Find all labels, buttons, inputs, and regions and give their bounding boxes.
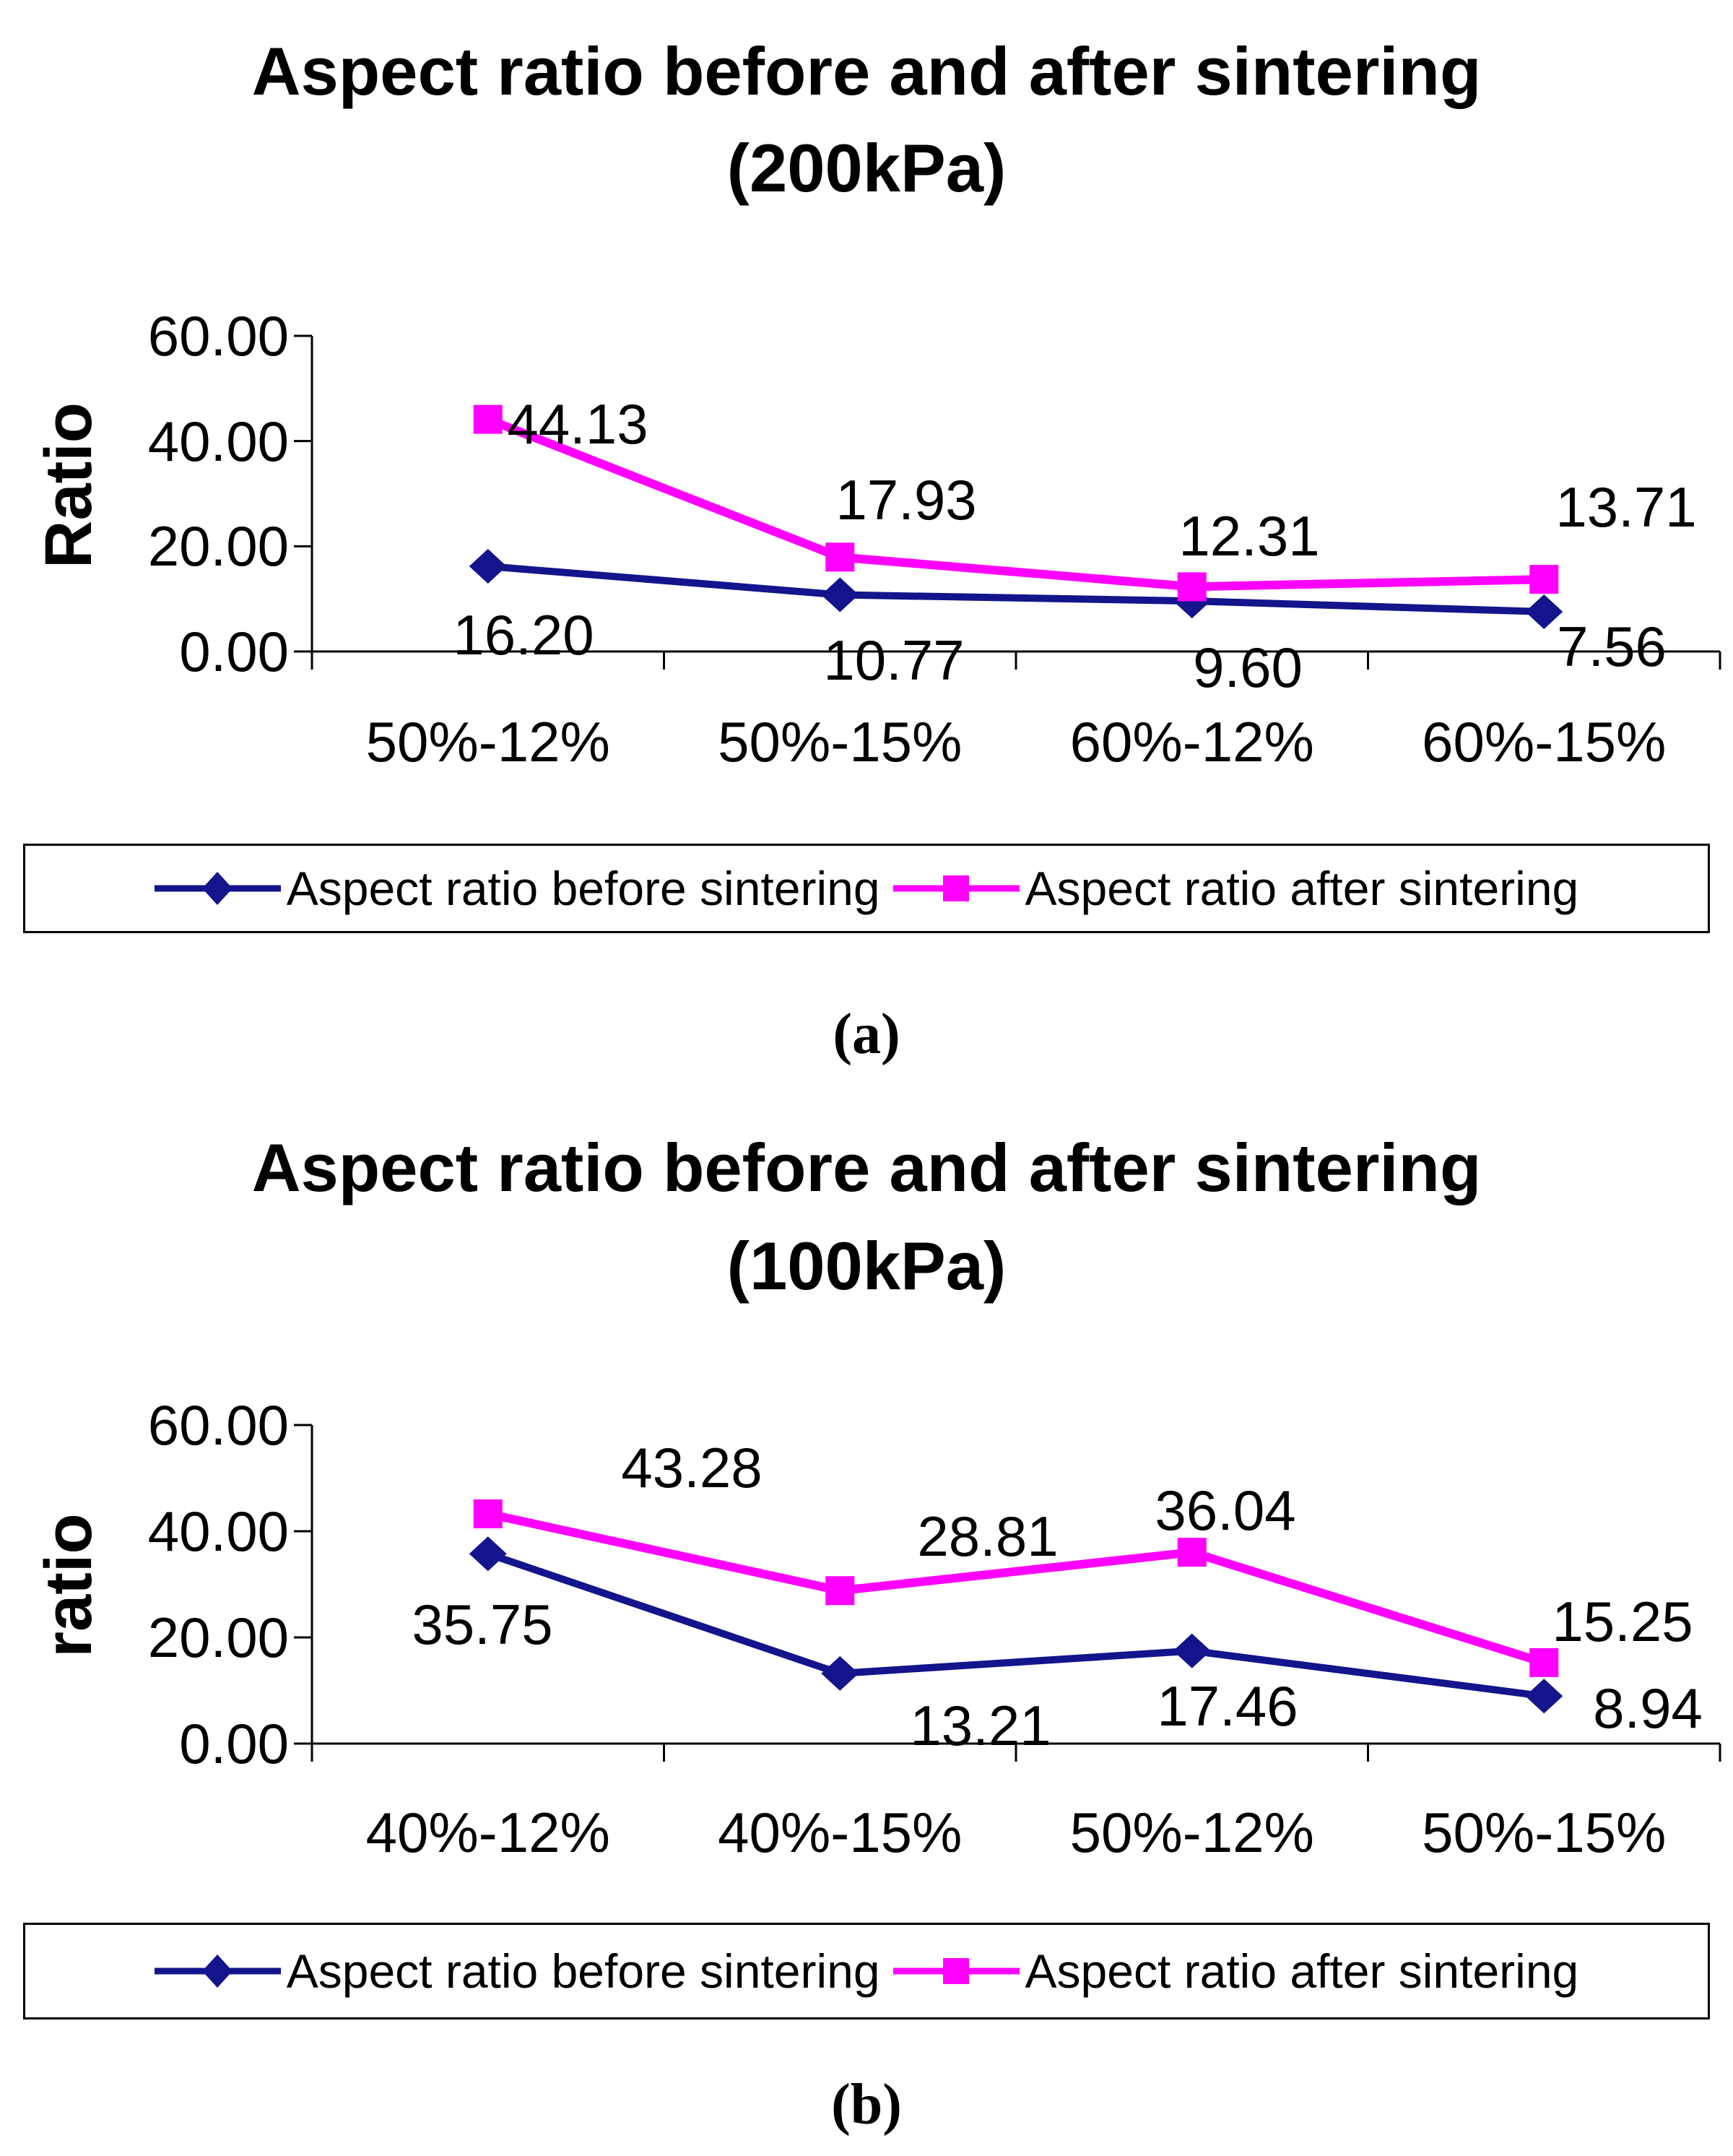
caption-b: (b) [831,2073,902,2136]
diamond-marker [1525,1679,1563,1714]
diamond-marker [201,872,233,905]
series-line-before [487,1550,1545,1700]
data-label: 17.93 [835,468,977,532]
data-label: 44.13 [507,392,648,456]
square-marker [825,542,855,572]
square-marker [942,875,969,901]
y-tick-label: 40.00 [147,1499,289,1563]
diamond-line-legend-icon [154,1946,281,1996]
diamond-line-legend-icon [154,863,281,914]
data-label: 13.21 [910,1694,1051,1757]
x-category-label: 50%-15% [718,710,963,774]
data-label: 9.60 [1193,636,1303,699]
series-line-before [487,563,1545,615]
data-label: 36.04 [1155,1479,1296,1542]
square-line-legend-icon [892,1946,1020,1996]
y-tick-label: 0.00 [179,620,289,683]
diamond-line-swatch [154,1954,281,1988]
diamond-marker [201,1954,233,1988]
y-tick-label: 40.00 [147,409,289,473]
legend-item-after-sintering: Aspect ratio after sintering [892,1944,1579,1998]
diamond-marker [821,1655,859,1691]
x-category-label: 50%-15% [1422,1801,1667,1864]
square-marker [1529,1648,1559,1677]
x-category-label: 60%-12% [1069,710,1314,774]
square-marker [825,1576,855,1606]
caption-a: (a) [833,1003,900,1066]
chart-a-subtitle: (200kPa) [726,130,1007,206]
legend-item-after-sintering: Aspect ratio after sintering [892,862,1579,915]
square-line-swatch [892,1958,1020,1984]
legend-label: Aspect ratio after sintering [1025,862,1579,915]
data-label: 12.31 [1178,504,1320,568]
diamond-marker [1525,594,1563,629]
data-label: 15.25 [1552,1590,1693,1653]
chart-a-y-axis-label: Ratio [32,402,105,568]
y-tick-label: 0.00 [179,1712,289,1775]
x-category-label: 40%-12% [365,1801,610,1864]
data-label: 8.94 [1593,1676,1703,1740]
legend-item-before-sintering: Aspect ratio before sintering [154,862,880,915]
square-line-swatch [892,875,1020,901]
data-label: 35.75 [412,1593,553,1656]
legend-label: Aspect ratio before sintering [286,862,880,915]
diamond-marker [469,549,507,584]
diamond-marker [1173,1633,1211,1668]
y-tick-label: 60.00 [147,304,289,368]
y-tick-label: 20.00 [147,1606,289,1669]
data-label: 10.77 [823,628,965,692]
chart-a-legend: Aspect ratio before sintering Aspect rat… [23,844,1710,933]
diamond-line-swatch [154,872,281,905]
series-line-after [486,415,1545,592]
x-category-label: 50%-12% [365,710,610,774]
y-tick-label: 60.00 [147,1393,289,1457]
diamond-marker [469,1536,507,1572]
square-line-legend-icon [892,863,1020,914]
series-line-after [487,1510,1546,1667]
legend-label: Aspect ratio after sintering [1025,1944,1579,1998]
diamond-marker [821,577,859,612]
legend-label: Aspect ratio before sintering [286,1944,880,1998]
chart-b-y-axis-label: ratio [32,1513,105,1658]
chart-a-title: Aspect ratio before and after sintering [251,33,1482,109]
legend-item-before-sintering: Aspect ratio before sintering [154,1944,880,1998]
square-marker [942,1958,969,1984]
y-tick-label: 20.00 [147,514,289,579]
data-label: 17.46 [1157,1674,1298,1738]
data-label: 7.56 [1557,615,1667,678]
x-category-label: 60%-15% [1422,710,1667,774]
data-label: 13.71 [1555,475,1697,539]
x-category-label: 40%-15% [718,1801,963,1864]
x-category-label: 50%-12% [1069,1801,1314,1864]
data-label: 16.20 [453,603,594,667]
square-marker [1529,565,1559,594]
square-marker [473,404,503,434]
square-marker [1177,572,1207,602]
data-label: 28.81 [917,1505,1059,1568]
square-marker [1177,1538,1207,1567]
chart-b-legend: Aspect ratio before sintering Aspect rat… [23,1923,1710,2019]
chart-b-subtitle: (100kPa) [726,1228,1007,1304]
chart-b-title: Aspect ratio before and after sintering [251,1130,1482,1205]
square-marker [473,1499,503,1528]
data-label: 43.28 [621,1436,763,1499]
